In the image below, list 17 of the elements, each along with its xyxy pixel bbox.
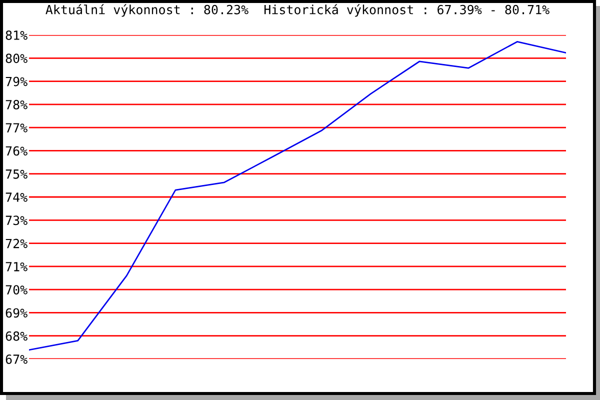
y-tick-label: 74%	[6, 192, 28, 202]
y-tick-label: 80%	[6, 54, 28, 64]
chart-title: Aktuální výkonnost : 80.23% Historická výkonnost : 67.39% - 80.71%	[46, 4, 550, 17]
y-tick-label: 77%	[6, 123, 28, 132]
y-tick-label: 72%	[6, 238, 28, 248]
y-tick-label: 67%	[6, 354, 28, 364]
y-tick-label: 78%	[6, 100, 28, 110]
y-tick-label: 68%	[6, 331, 28, 341]
y-tick-label: 76%	[6, 146, 28, 156]
y-tick-label: 81%	[6, 30, 28, 40]
y-tick-label: 70%	[6, 285, 28, 295]
y-tick-label: 69%	[6, 308, 28, 318]
line-series	[29, 41, 566, 351]
y-tick-label: 73%	[6, 216, 28, 226]
y-tick-label: 79%	[6, 76, 28, 86]
y-tick-label: 75%	[6, 170, 28, 179]
y-tick-label: 71%	[6, 262, 28, 272]
